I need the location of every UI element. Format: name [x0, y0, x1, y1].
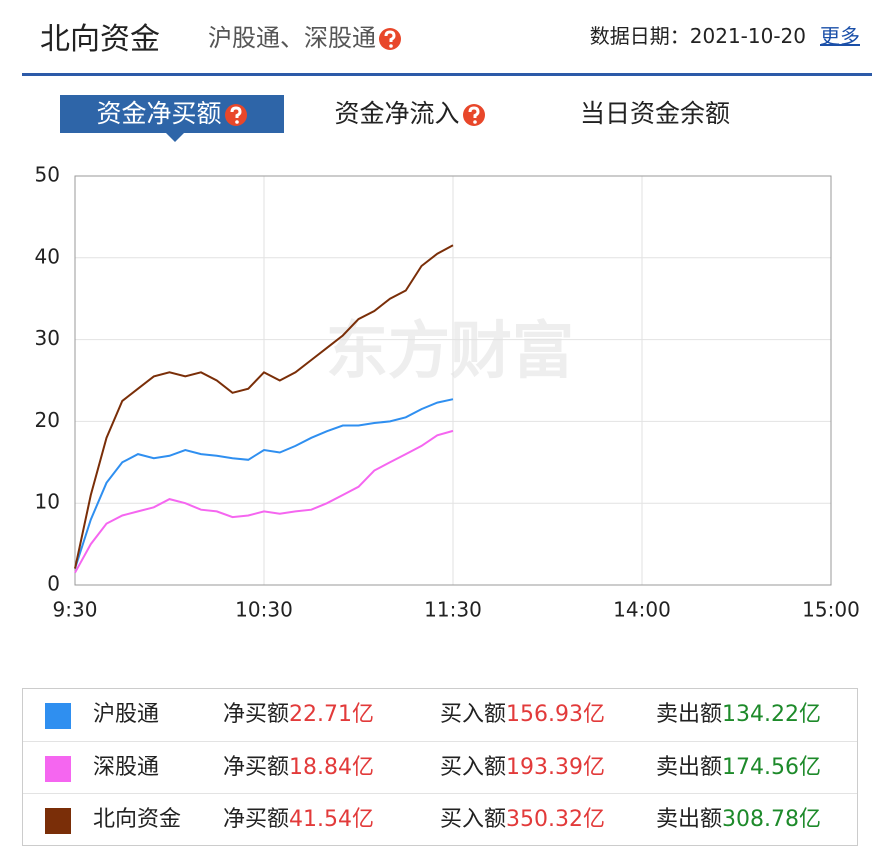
- summary-cell: 净买额22.71亿: [223, 689, 374, 741]
- help-icon-shape: [463, 104, 485, 126]
- series-line: [74, 244, 454, 569]
- summary-cell: 净买额18.84亿: [223, 742, 374, 794]
- summary-row: 沪股通 净买额22.71亿 买入额156.93亿 卖出额134.22亿: [23, 689, 857, 741]
- y-tick-label: 30: [35, 326, 60, 350]
- summary-cell: 买入额193.39亿: [440, 742, 605, 794]
- more-link[interactable]: 更多: [820, 24, 860, 48]
- x-tick-label: 14:00: [613, 598, 671, 622]
- help-icon-shape: [225, 104, 247, 126]
- summary-cell: 净买额41.54亿: [223, 794, 374, 846]
- legend-swatch: [45, 756, 71, 782]
- plot-border: [74, 175, 832, 586]
- summary-value: 134.22亿: [722, 702, 821, 727]
- x-tick-label: 10:30: [235, 598, 293, 622]
- series-line: [74, 398, 454, 569]
- legend-label: 深股通: [93, 755, 160, 780]
- help-icon[interactable]: [378, 27, 402, 51]
- tab-label: 当日资金余额: [579, 99, 730, 128]
- y-tick-label: 50: [35, 163, 60, 187]
- summary-cell: 卖出额308.78亿: [656, 794, 821, 846]
- help-icon[interactable]: [462, 103, 486, 127]
- summary-value: 156.93亿: [506, 702, 605, 727]
- tab-label: 资金净流入: [334, 99, 460, 128]
- y-tick-label: 40: [35, 244, 60, 268]
- legend-swatch: [45, 808, 71, 834]
- chart: 东方财富 0 10 20 30 40 50 9:30 10:30 11:30 14:00 15:00: [35, 163, 860, 622]
- tab[interactable]: 当日资金余额: [545, 95, 765, 133]
- summary-label: 卖出额: [656, 702, 723, 727]
- date: 数据日期：2021-10-20: [590, 20, 806, 49]
- summary-table: 沪股通 净买额22.71亿 买入额156.93亿 卖出额134.22亿 深股通 净买额18…: [22, 688, 858, 846]
- summary-cell: 卖出额174.56亿: [656, 742, 821, 794]
- summary-value: 18.84亿: [289, 755, 374, 780]
- summary-label: 买入额: [440, 702, 507, 727]
- summary-value: 193.39亿: [506, 755, 605, 780]
- summary-label: 净买额: [223, 755, 290, 780]
- y-tick-label: 10: [35, 490, 60, 514]
- y-tick-label: 0: [47, 572, 60, 596]
- summary-row: 北向资金 净买额41.54亿 买入额350.32亿 卖出额308.78亿: [23, 793, 857, 846]
- help-icon[interactable]: [224, 103, 248, 127]
- tab-pointer: [166, 133, 184, 142]
- date-value: 2021-10-20: [689, 24, 806, 48]
- summary-label: 净买额: [223, 807, 290, 832]
- summary-label: 买入额: [440, 755, 507, 780]
- tab-label: 资金净买额: [96, 99, 222, 128]
- summary-value: 41.54亿: [289, 807, 374, 832]
- summary-cell: 买入额350.32亿: [440, 794, 605, 846]
- tab[interactable]: 资金净流入: [310, 95, 510, 133]
- summary-row: 深股通 净买额18.84亿 买入额193.39亿 卖出额174.56亿: [23, 741, 857, 794]
- summary-value: 308.78亿: [722, 807, 821, 832]
- summary-label: 买入额: [440, 807, 507, 832]
- x-tick-label: 11:30: [424, 598, 482, 622]
- header-rule: [22, 73, 872, 76]
- title: 北向资金: [40, 22, 160, 57]
- date-label: 数据日期：: [589, 24, 690, 48]
- summary-cell: 买入额156.93亿: [440, 689, 605, 741]
- x-tick-label: 15:00: [802, 598, 860, 622]
- summary-label: 卖出额: [656, 807, 723, 832]
- legend-label: 北向资金: [93, 807, 182, 832]
- legend-label: 沪股通: [93, 702, 160, 727]
- subtitle: 沪股通、深股通: [208, 18, 402, 53]
- tab[interactable]: 资金净买额: [60, 95, 284, 133]
- subtitle-text: 沪股通、深股通: [208, 24, 376, 52]
- summary-label: 净买额: [223, 702, 290, 727]
- watermark: 东方财富: [326, 314, 574, 387]
- y-tick-label: 20: [35, 408, 60, 432]
- summary-cell: 卖出额134.22亿: [656, 689, 821, 741]
- summary-value: 350.32亿: [506, 807, 605, 832]
- x-tick-label: 9:30: [53, 598, 98, 622]
- summary-value: 22.71亿: [289, 702, 374, 727]
- summary-value: 174.56亿: [722, 755, 821, 780]
- summary-label: 卖出额: [656, 755, 723, 780]
- series-line: [74, 429, 454, 574]
- legend-swatch: [45, 703, 71, 729]
